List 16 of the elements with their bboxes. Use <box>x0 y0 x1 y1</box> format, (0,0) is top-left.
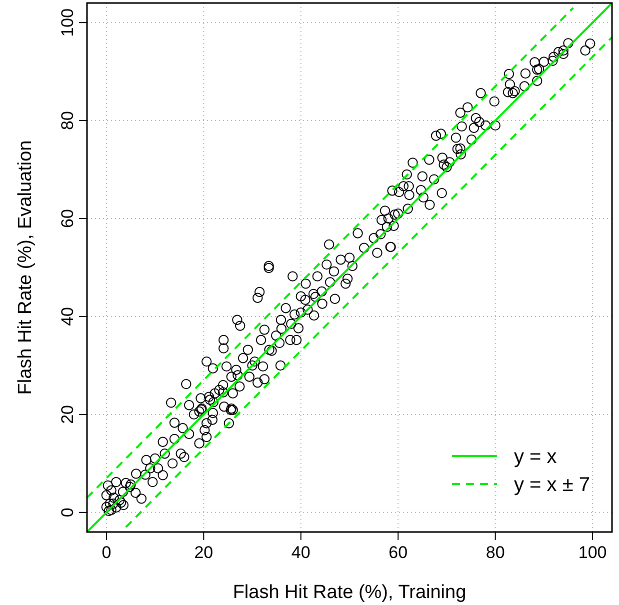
y-tick-label: 100 <box>58 8 77 37</box>
y-tick-label: 40 <box>58 307 77 326</box>
x-tick-label: 0 <box>102 543 112 562</box>
y-tick-label: 60 <box>58 209 77 228</box>
x-tick-label: 80 <box>486 543 505 562</box>
x-axis-title: Flash Hit Rate (%), Training <box>232 582 466 603</box>
x-tick-label: 40 <box>291 543 310 562</box>
legend-label: y = x <box>514 446 557 468</box>
y-tick-label: 20 <box>58 404 77 424</box>
x-tick-label: 60 <box>388 543 408 562</box>
x-tick-label: 20 <box>194 543 214 562</box>
y-tick-label: 0 <box>58 508 77 518</box>
y-axis-title: Flash Hit Rate (%), Evaluation <box>15 140 36 395</box>
legend-label: y = x ± 7 <box>514 474 590 496</box>
x-tick-label: 100 <box>578 543 607 562</box>
y-tick-label: 80 <box>58 111 77 130</box>
